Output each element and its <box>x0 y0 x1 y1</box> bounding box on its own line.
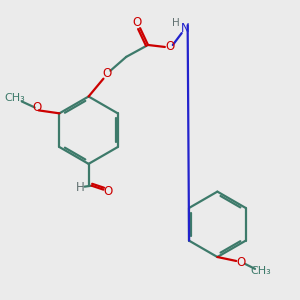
Text: CH₃: CH₃ <box>250 266 271 276</box>
Text: O: O <box>236 256 246 269</box>
Text: O: O <box>165 40 174 53</box>
Text: O: O <box>104 185 113 198</box>
Text: O: O <box>103 67 112 80</box>
Text: O: O <box>133 16 142 29</box>
Text: O: O <box>32 101 41 114</box>
Text: H: H <box>172 18 180 28</box>
Text: N: N <box>181 22 190 34</box>
Text: H: H <box>76 181 85 194</box>
Text: CH₃: CH₃ <box>4 94 25 103</box>
